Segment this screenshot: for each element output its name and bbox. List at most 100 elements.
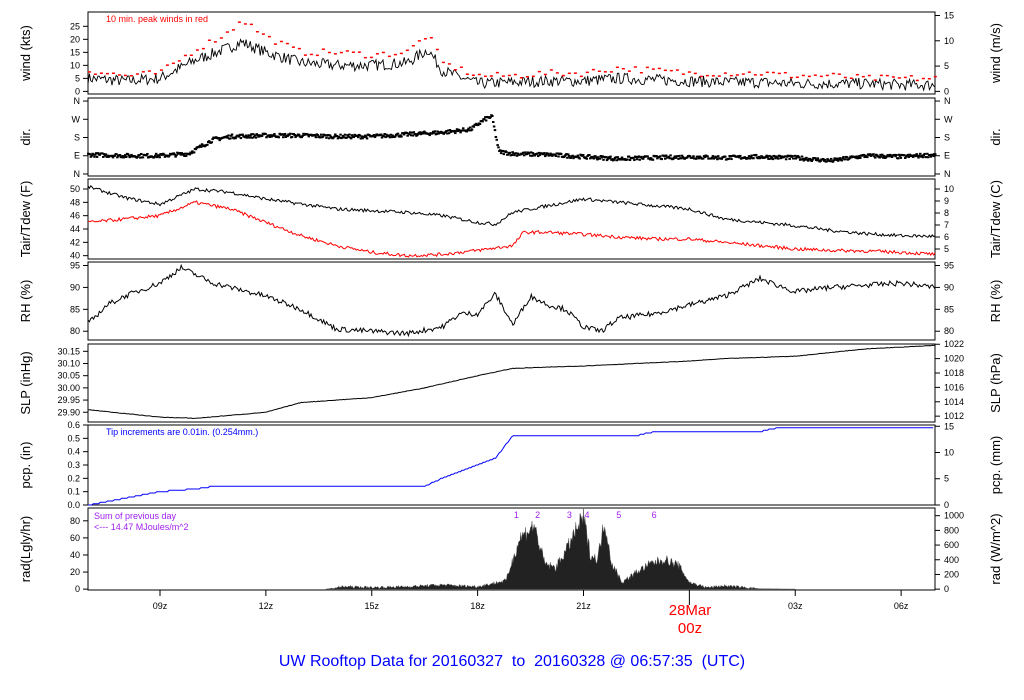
direction-point bbox=[840, 159, 843, 162]
panel-rh: 80 85 90 95 80 85 90 95 RH (%) RH (%) bbox=[18, 261, 1003, 341]
direction-point bbox=[894, 155, 897, 158]
y-tick-label: 0 bbox=[75, 584, 80, 594]
wind-line bbox=[87, 38, 936, 92]
direction-point bbox=[599, 155, 603, 158]
direction-point bbox=[277, 136, 281, 139]
direction-point bbox=[664, 157, 667, 160]
direction-point bbox=[554, 154, 558, 157]
direction-point bbox=[918, 154, 921, 157]
direction-point bbox=[173, 153, 176, 156]
direction-point bbox=[325, 136, 328, 139]
direction-point bbox=[101, 152, 104, 155]
direction-point bbox=[495, 138, 499, 141]
y-tick-right-label: 6 bbox=[944, 232, 949, 242]
direction-point bbox=[402, 133, 406, 136]
direction-point bbox=[307, 135, 311, 138]
y-tick-label: 0.1 bbox=[67, 487, 80, 497]
direction-point bbox=[511, 151, 514, 154]
sea-level-pressure-line bbox=[87, 344, 936, 420]
direction-point bbox=[831, 160, 835, 163]
direction-point bbox=[526, 151, 529, 154]
direction-point bbox=[250, 133, 253, 136]
direction-point bbox=[356, 136, 360, 139]
direction-point bbox=[635, 158, 639, 161]
direction-point bbox=[138, 154, 141, 157]
y-tick-right-label: 1014 bbox=[944, 397, 964, 407]
direction-point bbox=[680, 154, 684, 157]
y-tick-label: 40 bbox=[70, 550, 80, 560]
date-hour: 00z bbox=[678, 620, 702, 637]
direction-point bbox=[787, 155, 791, 158]
direction-point bbox=[771, 158, 775, 161]
direction-point bbox=[632, 156, 635, 159]
direction-point bbox=[779, 157, 783, 160]
direction-point bbox=[319, 136, 322, 139]
direction-point bbox=[576, 154, 580, 157]
direction-point bbox=[338, 136, 341, 139]
y-tick-right-label: 15 bbox=[944, 421, 954, 431]
direction-point bbox=[300, 136, 304, 139]
direction-point bbox=[101, 155, 105, 158]
direction-point bbox=[917, 156, 920, 159]
direction-point bbox=[908, 153, 911, 156]
direction-point bbox=[328, 134, 332, 137]
direction-point bbox=[478, 122, 482, 125]
y-tick-right-label: N bbox=[944, 169, 951, 179]
direction-point bbox=[239, 137, 243, 140]
direction-point bbox=[365, 137, 369, 140]
direction-point bbox=[791, 155, 794, 158]
direction-point bbox=[422, 132, 425, 135]
direction-point bbox=[229, 134, 233, 137]
direction-point bbox=[531, 152, 535, 155]
date-label: 28Mar bbox=[669, 602, 712, 619]
y-axis-label: SLP (inHg) bbox=[18, 351, 33, 414]
precipitation-line bbox=[88, 427, 934, 506]
direction-point bbox=[446, 129, 450, 132]
direction-point bbox=[146, 152, 149, 155]
direction-point bbox=[153, 156, 156, 159]
y-tick-label: 30.15 bbox=[57, 346, 80, 356]
direction-point bbox=[510, 153, 513, 156]
direction-point bbox=[286, 135, 289, 138]
y-tick-label: 0.2 bbox=[67, 473, 80, 483]
direction-point bbox=[601, 155, 604, 158]
direction-point bbox=[118, 154, 122, 157]
direction-point bbox=[854, 156, 858, 159]
direction-point bbox=[341, 134, 345, 137]
direction-point bbox=[761, 155, 764, 158]
direction-point bbox=[437, 132, 440, 135]
direction-point bbox=[537, 151, 541, 154]
direction-point bbox=[748, 157, 752, 160]
direction-point bbox=[904, 157, 907, 160]
direction-point bbox=[491, 120, 495, 123]
direction-point bbox=[638, 158, 641, 161]
direction-point bbox=[499, 149, 502, 152]
y-tick-label: 0.3 bbox=[67, 460, 80, 470]
direction-point bbox=[126, 153, 130, 156]
direction-point bbox=[428, 134, 431, 137]
direction-point bbox=[124, 156, 128, 159]
direction-point bbox=[390, 136, 394, 139]
y-tick-right-label: 1022 bbox=[944, 339, 964, 349]
direction-point bbox=[454, 132, 457, 135]
y-tick-label: 25 bbox=[70, 21, 80, 31]
direction-point bbox=[615, 159, 618, 162]
direction-point bbox=[672, 156, 676, 159]
direction-point bbox=[387, 134, 391, 137]
direction-point bbox=[411, 134, 415, 137]
x-tick-label: 21z bbox=[576, 601, 591, 611]
y-tick-label: 20 bbox=[70, 34, 80, 44]
rad-note-line: Sum of previous day bbox=[94, 511, 177, 521]
direction-point bbox=[116, 156, 119, 159]
plot-frame bbox=[87, 178, 936, 260]
direction-point bbox=[602, 158, 605, 161]
direction-point bbox=[546, 152, 550, 155]
direction-point bbox=[711, 155, 715, 158]
direction-point bbox=[432, 131, 436, 134]
solar-marker-label: 2 bbox=[535, 510, 540, 520]
y-tick-right-label: S bbox=[944, 133, 950, 143]
direction-point bbox=[715, 156, 718, 159]
direction-point bbox=[716, 158, 719, 161]
direction-point bbox=[111, 156, 115, 159]
